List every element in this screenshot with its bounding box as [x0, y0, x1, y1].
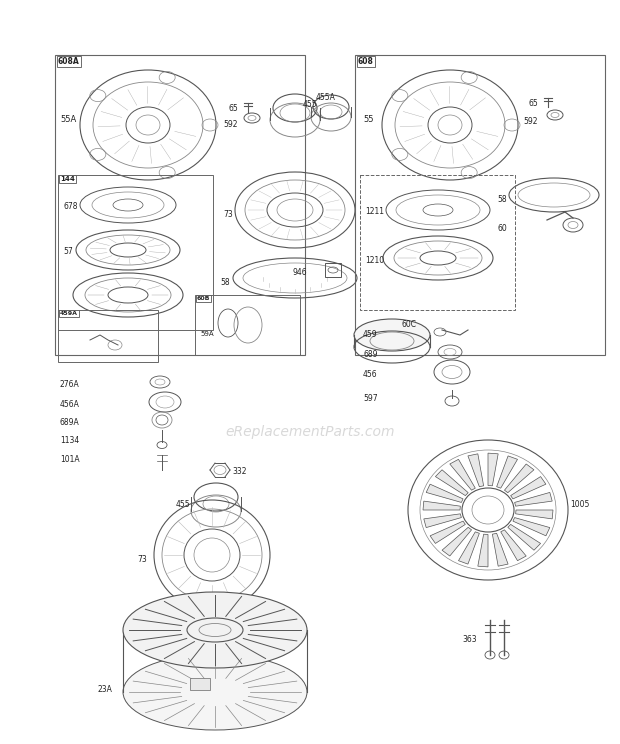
- Text: 455: 455: [176, 500, 190, 509]
- Text: 55: 55: [363, 115, 373, 124]
- Polygon shape: [513, 518, 550, 536]
- Text: 332: 332: [232, 467, 247, 476]
- Text: 456: 456: [363, 370, 378, 379]
- Text: 60: 60: [498, 224, 508, 233]
- Bar: [325, 263, 341, 277]
- Text: 59A: 59A: [200, 331, 214, 337]
- Text: 60B: 60B: [197, 296, 211, 301]
- Text: 55A: 55A: [60, 115, 76, 124]
- Text: 1210: 1210: [365, 256, 384, 265]
- Text: 57: 57: [63, 247, 73, 256]
- Bar: [58, 175, 213, 330]
- Text: 65: 65: [528, 99, 538, 108]
- Text: 73: 73: [223, 210, 232, 219]
- Text: 65: 65: [228, 104, 238, 113]
- Polygon shape: [442, 527, 472, 556]
- Text: 459A: 459A: [60, 311, 78, 316]
- Bar: [58, 310, 158, 362]
- Text: 455: 455: [303, 100, 317, 109]
- Text: 456A: 456A: [60, 400, 80, 409]
- Polygon shape: [424, 514, 461, 527]
- Polygon shape: [492, 533, 508, 566]
- Text: 1005: 1005: [570, 500, 590, 509]
- Polygon shape: [478, 534, 488, 567]
- Text: 459: 459: [363, 330, 378, 339]
- Text: 60C: 60C: [402, 320, 417, 329]
- Text: 363: 363: [462, 635, 477, 644]
- Polygon shape: [511, 477, 546, 499]
- Polygon shape: [430, 521, 466, 543]
- Text: 1134: 1134: [60, 436, 79, 445]
- Text: 689: 689: [363, 350, 378, 359]
- Ellipse shape: [123, 654, 307, 730]
- Ellipse shape: [354, 319, 430, 351]
- Text: 592: 592: [523, 117, 538, 126]
- Bar: [360, 175, 515, 310]
- Bar: [195, 295, 300, 355]
- Ellipse shape: [123, 592, 307, 668]
- Text: 23A: 23A: [97, 685, 112, 694]
- Text: 58: 58: [497, 195, 507, 204]
- Polygon shape: [435, 469, 468, 496]
- Polygon shape: [508, 525, 541, 551]
- Text: 101A: 101A: [60, 455, 79, 464]
- Polygon shape: [515, 493, 552, 506]
- Polygon shape: [426, 484, 463, 502]
- Polygon shape: [497, 456, 518, 488]
- Text: 678: 678: [63, 202, 78, 211]
- Text: 946: 946: [293, 268, 307, 277]
- Polygon shape: [468, 454, 484, 487]
- Text: 689A: 689A: [60, 418, 80, 427]
- Bar: [355, 55, 605, 355]
- Text: 592: 592: [223, 120, 238, 129]
- Text: 455A: 455A: [316, 93, 336, 102]
- Text: 58: 58: [220, 278, 229, 287]
- Text: 73: 73: [137, 555, 147, 564]
- Text: 608A: 608A: [58, 57, 80, 66]
- Text: 608: 608: [358, 57, 374, 66]
- Polygon shape: [505, 464, 534, 493]
- Polygon shape: [459, 532, 479, 564]
- Polygon shape: [501, 530, 526, 561]
- Bar: [55, 55, 305, 355]
- Text: 276A: 276A: [60, 380, 80, 389]
- Text: 1211: 1211: [365, 207, 384, 216]
- Polygon shape: [488, 453, 498, 486]
- Bar: [190, 678, 210, 690]
- Polygon shape: [516, 510, 553, 519]
- Polygon shape: [450, 459, 476, 490]
- Text: 144: 144: [60, 176, 75, 182]
- Polygon shape: [423, 501, 460, 510]
- Text: eReplacementParts.com: eReplacementParts.com: [225, 425, 395, 438]
- Text: 597: 597: [363, 394, 378, 403]
